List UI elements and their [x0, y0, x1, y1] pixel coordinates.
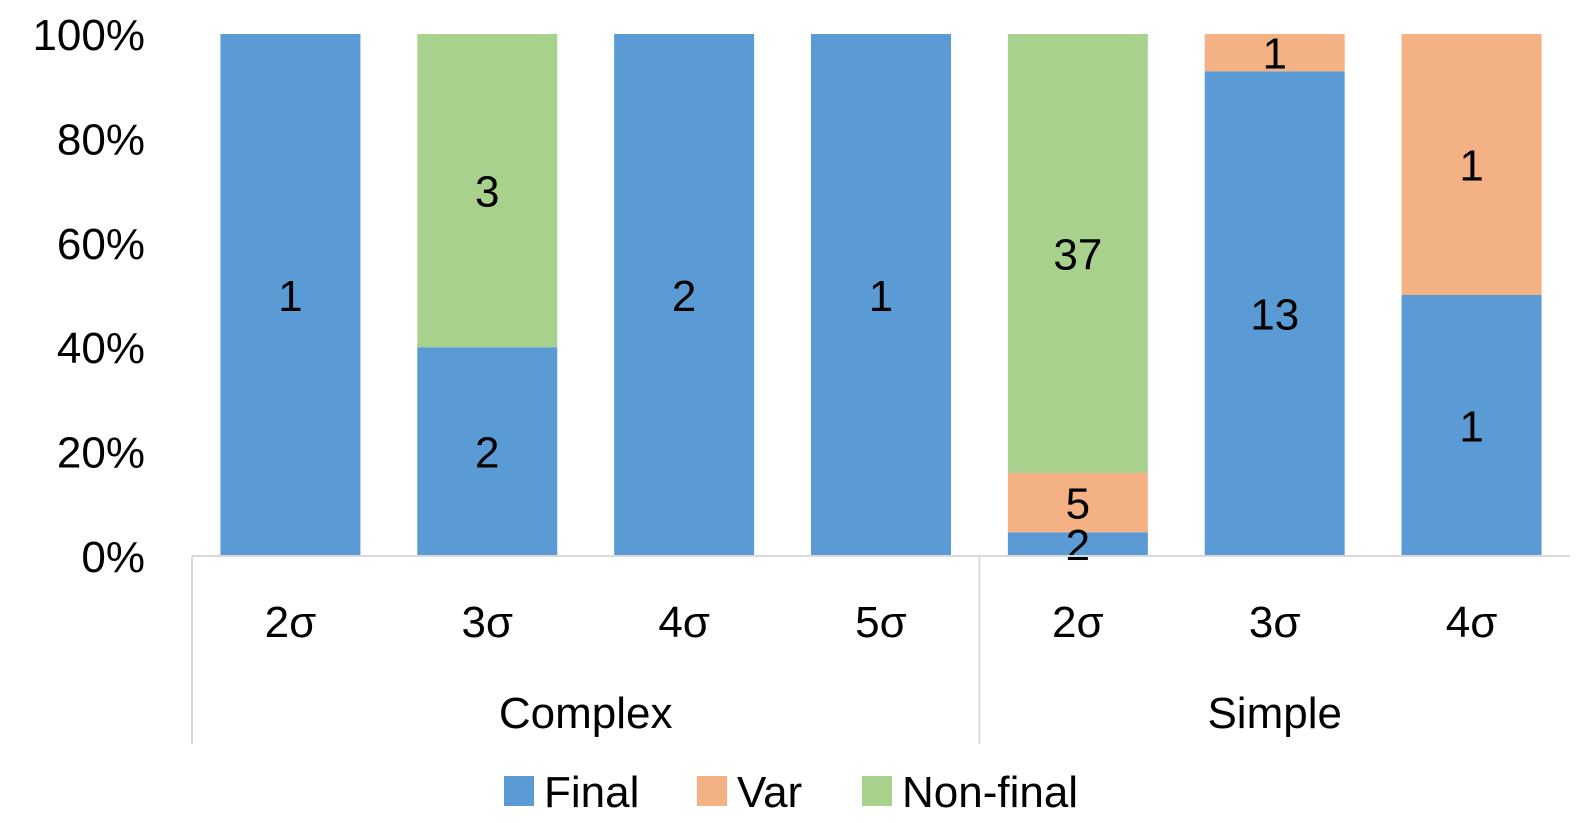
data-label: 1 [1459, 403, 1483, 452]
data-label: 13 [1250, 291, 1299, 340]
data-label: 2 [672, 272, 696, 321]
legend-swatch-non-final [862, 776, 892, 806]
data-label: 5 [1066, 480, 1090, 529]
data-label: 1 [278, 272, 302, 321]
x-tick-label: 3σ [461, 598, 513, 647]
y-tick-label: 20% [57, 429, 145, 478]
bar-segment-final [417, 347, 558, 556]
y-tick-label: 60% [57, 220, 145, 269]
legend-label: Var [737, 768, 802, 817]
bar-segment-non-final [417, 34, 558, 348]
x-axis: 2σ 3σ 4σ 5σ 2σ 3σ 4σ Complex Simple [191, 555, 1570, 744]
legend-label: Final [544, 768, 639, 817]
group-label: Simple [1207, 689, 1342, 738]
data-label: 2 [475, 429, 499, 478]
data-label: 1 [1262, 30, 1286, 79]
bar-segment-final [1401, 295, 1542, 556]
data-label: 37 [1053, 230, 1102, 279]
data-label: 2 [1066, 521, 1090, 570]
x-tick-label: 4σ [1446, 598, 1498, 647]
bar-segment-final [811, 34, 951, 556]
x-tick-label: 3σ [1249, 598, 1301, 647]
bar-segment-var [1204, 34, 1345, 72]
legend: Final Var Non-final [504, 768, 1078, 817]
y-tick-label: 100% [32, 11, 145, 60]
x-tick-label: 2σ [265, 598, 317, 647]
bar-segment-final [1204, 71, 1345, 557]
bars-layer [220, 34, 1542, 557]
bar-segment-var [1401, 34, 1542, 295]
bar-segment-final [614, 34, 755, 556]
group-label: Complex [499, 689, 673, 738]
y-tick-label: 40% [57, 324, 145, 373]
legend-label: Non-final [902, 768, 1078, 817]
x-tick-label: 4σ [658, 598, 710, 647]
legend-swatch-var [697, 776, 727, 806]
y-axis-ticks: 0% 20% 40% 60% 80% 100% [32, 11, 145, 582]
bar-segment-final [1007, 532, 1148, 556]
bar-segment-var [1007, 472, 1148, 533]
data-label: 3 [475, 168, 499, 217]
y-tick-label: 0% [81, 533, 145, 582]
x-tick-label: 5σ [855, 598, 907, 647]
data-label: 1 [1459, 142, 1483, 191]
data-label: 1 [869, 272, 893, 321]
bar-segment-final [220, 34, 361, 556]
x-tick-label: 2σ [1052, 598, 1104, 647]
legend-swatch-final [504, 776, 534, 806]
y-tick-label: 80% [57, 115, 145, 164]
bar-segment-non-final [1007, 34, 1148, 473]
